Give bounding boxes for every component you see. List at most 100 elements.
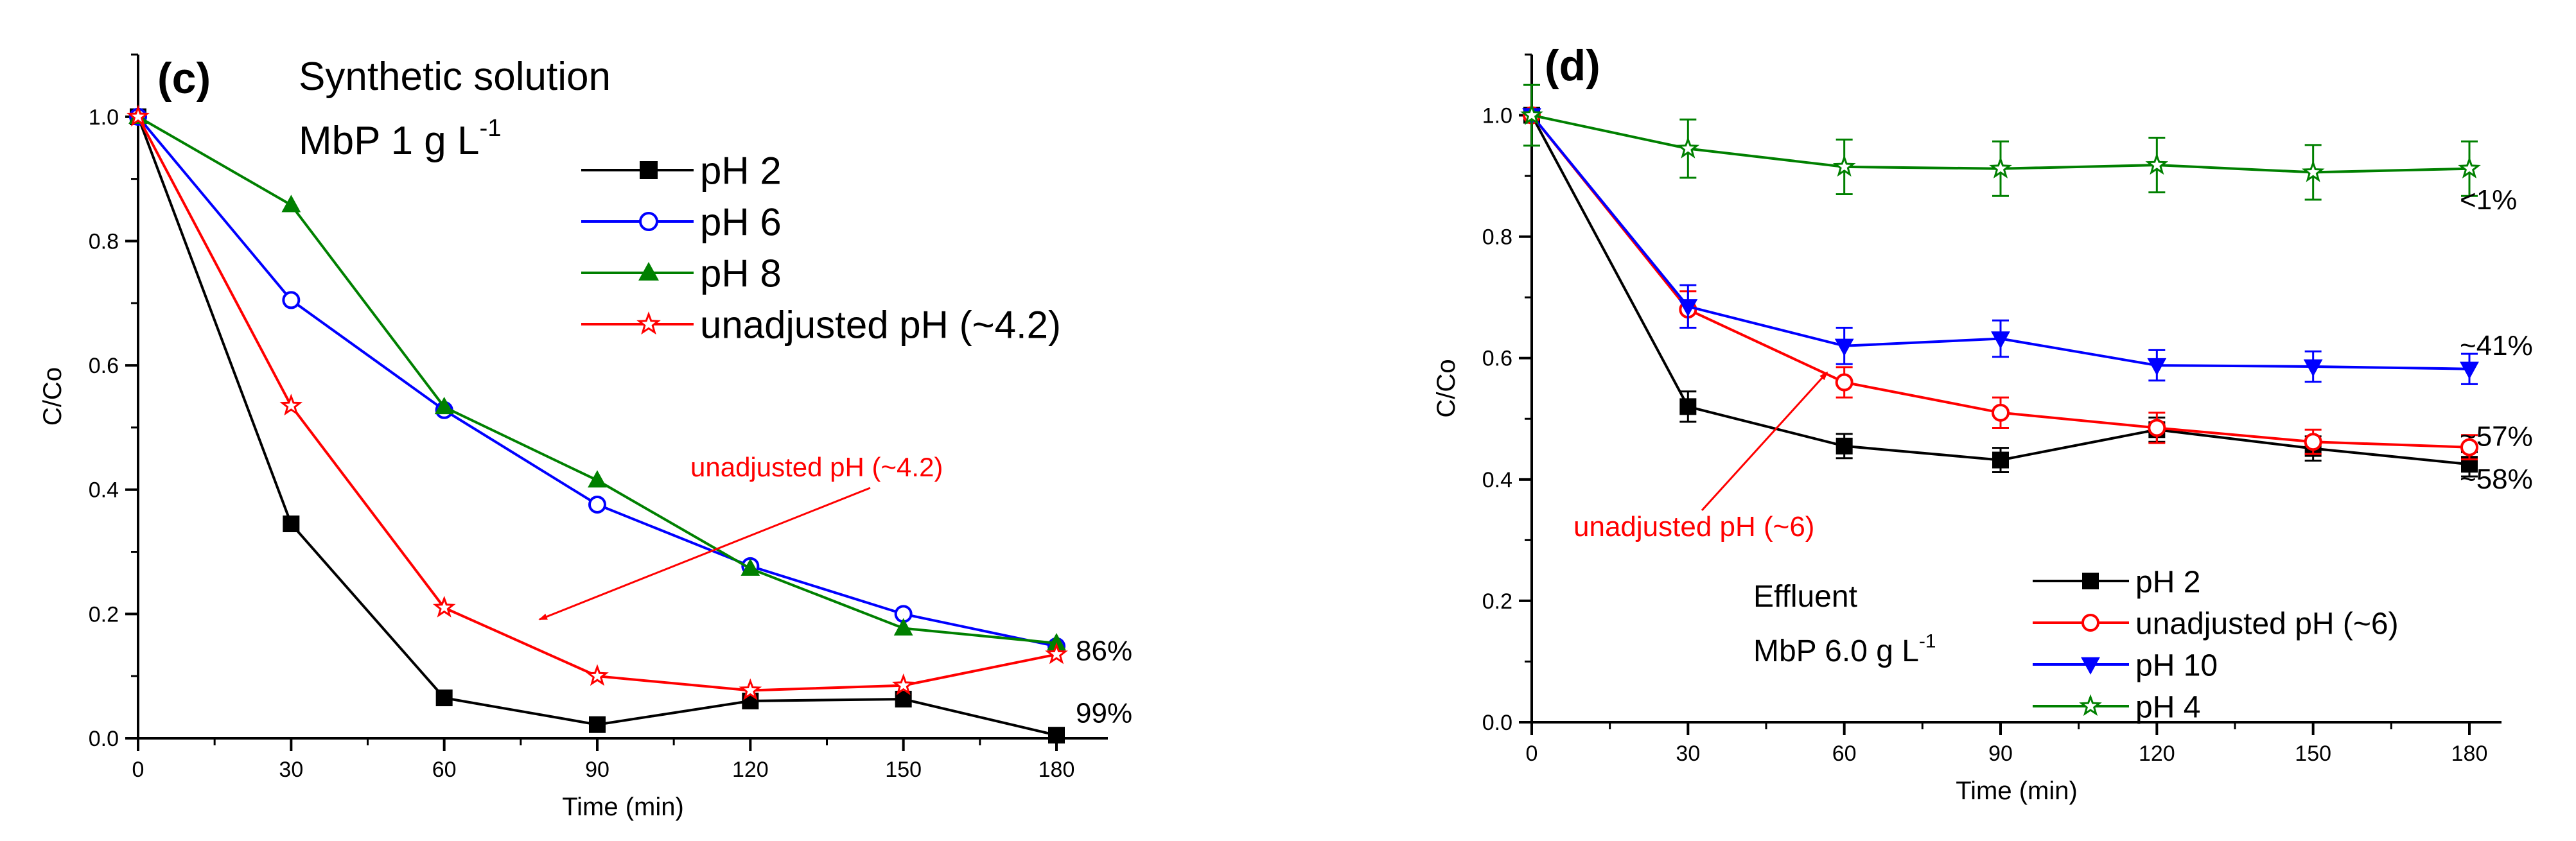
marker-triangle-down xyxy=(2460,361,2479,379)
y-tick-label: 0.0 xyxy=(89,727,119,751)
x-tick-label: 90 xyxy=(1988,741,2013,766)
series-unadjusted-ph-4-2- xyxy=(127,105,1068,700)
legend-label: pH 2 xyxy=(2135,565,2200,599)
marker-star xyxy=(279,394,303,416)
y-axis-title: C/Co xyxy=(39,367,67,426)
marker-triangle-down xyxy=(1678,299,1698,317)
y-tick-label: 1.0 xyxy=(1482,104,1512,128)
y-tick-label: 0.2 xyxy=(89,602,119,627)
marker-star xyxy=(1989,156,2012,178)
x-axis-title: Time (min) xyxy=(1956,777,2078,805)
marker-triangle xyxy=(588,470,607,488)
chart-panel-c: 0.0 0.2 0.4 0.6 0.8 1.0 0 30 60 90 120 150 180 Time (… xyxy=(39,53,1132,821)
marker-triangle-down xyxy=(2081,657,2100,675)
chart-panel-d: 0.0 0.2 0.4 0.6 0.8 1.0 0 30 60 90 120 150 180 Time (… xyxy=(1432,41,2533,805)
panel-label: (c) xyxy=(157,54,211,103)
arrow-label: unadjusted pH (~6) xyxy=(1573,511,1814,542)
marker-square xyxy=(640,161,658,179)
y-tick-label: 0.6 xyxy=(1482,347,1512,371)
series-ph-6 xyxy=(129,107,1065,655)
x-tick-label: 30 xyxy=(279,758,303,782)
y-tick-label: 0.0 xyxy=(1482,711,1512,735)
marker-star xyxy=(2145,153,2169,175)
marker-star xyxy=(739,678,762,700)
marker-star xyxy=(432,596,456,618)
panel-label: (d) xyxy=(1545,41,1600,90)
marker-square xyxy=(1836,437,1853,455)
legend-label: pH 8 xyxy=(700,252,782,295)
annotation-text: MbP 6.0 g L-1 xyxy=(1753,630,1936,668)
y-tick-label: 0.6 xyxy=(89,354,119,378)
y-tick-label: 0.4 xyxy=(89,478,119,503)
marker-star xyxy=(586,664,609,686)
marker-star xyxy=(891,673,915,695)
marker-square xyxy=(2082,573,2099,589)
marker-triangle xyxy=(893,618,913,636)
marker-square xyxy=(895,691,912,708)
marker-circle xyxy=(639,212,658,231)
legend-label: unadjusted pH (~6) xyxy=(2135,607,2399,641)
legend-label: pH 4 xyxy=(2135,690,2200,724)
y-axis-title: C/Co xyxy=(1432,359,1460,417)
end-percentage-label: ~58% xyxy=(2460,464,2533,495)
marker-circle xyxy=(2460,438,2478,456)
series-ph-2 xyxy=(130,108,1065,744)
end-percentage-label: 99% xyxy=(1076,697,1132,729)
x-tick-label: 120 xyxy=(2139,741,2175,766)
annotation-arrow xyxy=(1701,371,1828,512)
marker-star xyxy=(1520,103,1543,125)
marker-triangle-down xyxy=(2147,358,2167,376)
marker-square xyxy=(1048,727,1065,744)
legend-label: pH 10 xyxy=(2135,648,2218,682)
y-tick-label: 0.4 xyxy=(1482,468,1512,492)
marker-circle xyxy=(2304,433,2322,451)
legend-label: pH 2 xyxy=(700,150,782,193)
arrow-label: unadjusted pH (~4.2) xyxy=(690,452,943,482)
series-line xyxy=(137,116,1057,645)
annotation-superscript: -1 xyxy=(479,114,501,142)
marker-star xyxy=(127,105,150,127)
x-tick-label: 180 xyxy=(2451,741,2488,766)
marker-star xyxy=(1045,642,1068,664)
x-tick-label: 0 xyxy=(1526,741,1538,766)
annotation-text: MbP 1 g L-1 xyxy=(299,114,502,163)
series-ph-4 xyxy=(1520,83,2481,201)
marker-circle xyxy=(2081,614,2099,632)
legend-label: unadjusted pH (~4.2) xyxy=(700,304,1061,347)
marker-star xyxy=(2301,160,2325,182)
y-tick-label: 0.8 xyxy=(1482,225,1512,250)
marker-square xyxy=(1992,451,2009,469)
marker-circle xyxy=(588,495,606,514)
marker-circle xyxy=(282,291,301,309)
marker-square xyxy=(435,689,453,707)
marker-circle xyxy=(2148,419,2166,437)
marker-circle xyxy=(1992,403,2010,422)
annotation-text: Effluent xyxy=(1753,580,1857,614)
annotation-text: Synthetic solution xyxy=(299,55,611,99)
marker-triangle xyxy=(281,195,301,212)
marker-star xyxy=(636,311,661,335)
marker-square xyxy=(1679,398,1697,415)
marker-star xyxy=(2079,694,2102,716)
series-ph-8 xyxy=(128,106,1066,651)
annotation-arrow xyxy=(538,487,871,621)
legend-label: pH 6 xyxy=(700,201,782,244)
marker-triangle xyxy=(434,397,454,415)
series-line xyxy=(137,116,1057,692)
annotation-superscript: -1 xyxy=(1919,630,1936,652)
x-tick-label: 30 xyxy=(1676,741,1700,766)
x-tick-label: 0 xyxy=(132,758,145,782)
y-tick-label: 1.0 xyxy=(89,105,119,130)
legend: pH 2 unadjusted pH (~6) pH 10 pH 4 xyxy=(2033,565,2399,724)
marker-star xyxy=(2458,156,2481,178)
series-line xyxy=(137,116,1057,737)
marker-square xyxy=(283,515,300,532)
marker-triangle-down xyxy=(1991,331,2010,349)
marker-square xyxy=(589,716,606,733)
end-percentage-label: ~57% xyxy=(2460,421,2533,453)
y-tick-label: 0.2 xyxy=(1482,589,1512,614)
marker-triangle-down xyxy=(1834,338,1854,356)
end-percentage-label: 86% xyxy=(1076,635,1132,666)
x-tick-label: 120 xyxy=(732,758,769,782)
